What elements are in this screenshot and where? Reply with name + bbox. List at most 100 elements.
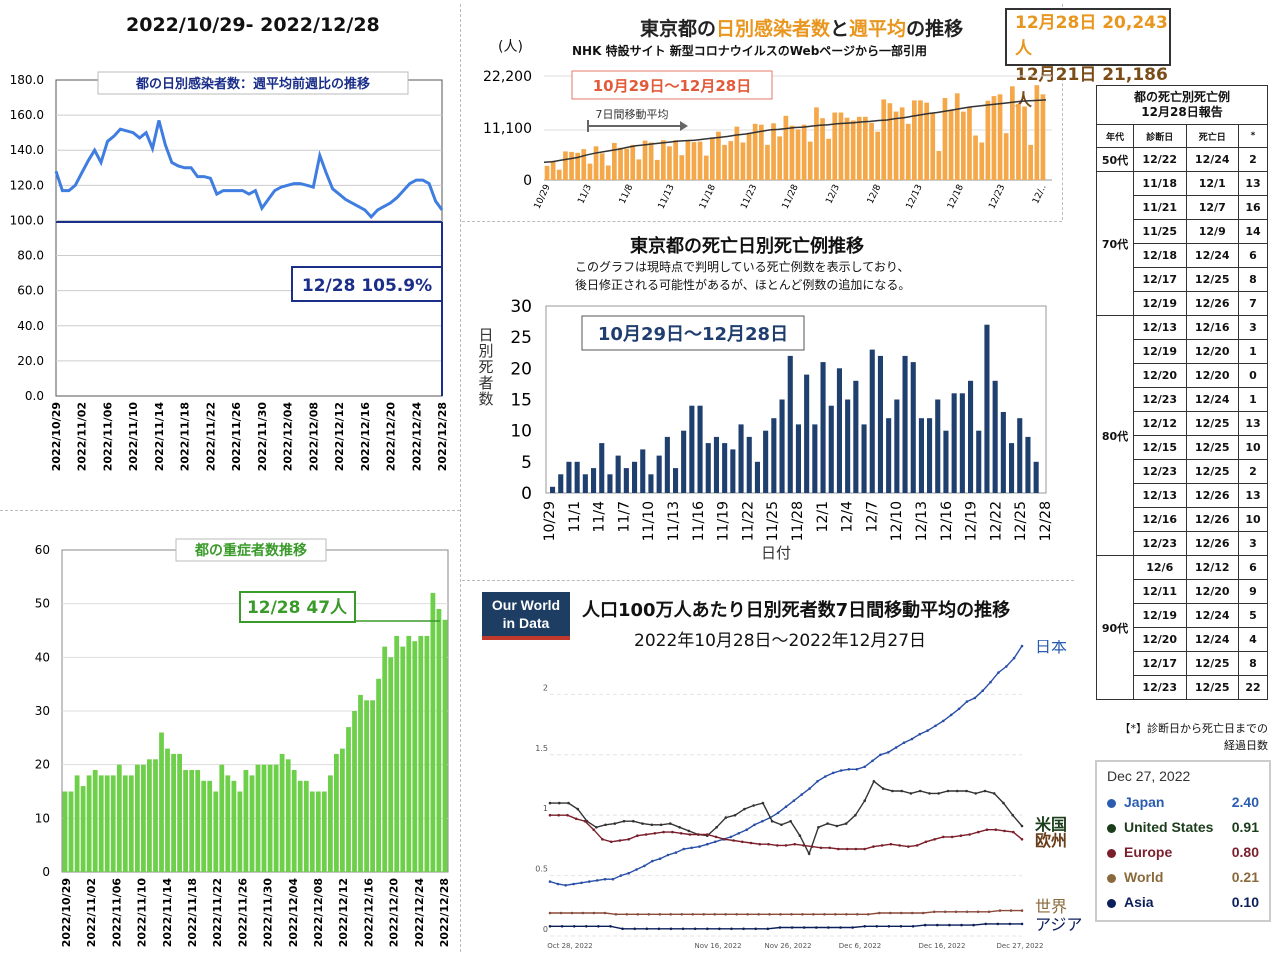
chart2-bar (116, 764, 122, 872)
chart5-point (985, 828, 989, 831)
chart5-point (992, 792, 996, 795)
chart4-bar (861, 424, 867, 493)
chart5-point (714, 835, 718, 839)
chart5-point (965, 700, 969, 703)
chart2-bar (400, 646, 406, 872)
chart2-bar (376, 678, 381, 872)
chart2-bar (92, 770, 98, 872)
chart3-bar (569, 151, 574, 180)
chart5-point (943, 910, 947, 914)
chart2-bar (201, 780, 207, 872)
chart5-point (572, 882, 575, 886)
chart5-point (918, 789, 922, 793)
chart4-bar (853, 380, 859, 493)
table-death-cell: 12/20 (1185, 579, 1239, 604)
chart5-point (887, 925, 891, 928)
chart3-bar (930, 113, 936, 180)
chart5-point (1020, 644, 1024, 648)
chart2-ytick: 30 (35, 704, 50, 718)
table-death-cell: 12/24 (1185, 627, 1239, 652)
chart3-bar (703, 155, 709, 180)
table-diagnosis-cell: 12/17 (1133, 651, 1187, 676)
chart5-point (965, 789, 968, 793)
chart5-point (680, 913, 683, 916)
chart5-point (942, 719, 945, 723)
chart3-xtick: 11/18 (698, 183, 718, 211)
chart5-point (1009, 909, 1013, 912)
chart3-unit: (人) (498, 39, 523, 55)
table-death-cell: 12/25 (1185, 267, 1239, 292)
chart2-bar (177, 753, 182, 872)
chart3-bar (997, 94, 1003, 180)
chart3-bar (893, 111, 899, 180)
table-days-cell: 4 (1238, 627, 1268, 652)
chart5-xtick: Dec 6, 2022 (839, 942, 882, 950)
table-death-cell: 12/26 (1185, 483, 1239, 508)
chart5-point (674, 851, 678, 854)
chart3-bar (826, 138, 831, 180)
chart3-bar (734, 126, 740, 180)
chart4-bar (828, 405, 834, 493)
table-diagnosis-cell: 12/23 (1133, 675, 1187, 700)
chart1-ytick: 40.0 (17, 319, 44, 333)
table-title: 都の死亡別死亡例 12月28日報告 (1096, 85, 1268, 125)
chart5-ytick: 0.5 (535, 865, 548, 874)
table-days-cell: 6 (1238, 555, 1268, 580)
chart5-point (790, 913, 793, 916)
chart2-bar (285, 759, 291, 872)
chart3-period: 10月29日〜12月28日 (593, 77, 752, 95)
chart3-bar (918, 100, 923, 180)
table-diagnosis-cell: 12/19 (1133, 339, 1187, 364)
chart5-ytick: 2 (543, 683, 548, 692)
chart3-bar (697, 141, 703, 180)
chart5-point (627, 838, 630, 841)
chart1-ytick: 80.0 (17, 249, 44, 263)
table-death-cell: 12/16 (1185, 315, 1239, 340)
chart5-ytick: 1.5 (535, 744, 548, 753)
chart3-bar (942, 98, 948, 180)
table-death-cell: 12/20 (1185, 339, 1239, 364)
chart5-point (965, 910, 969, 914)
chart4-bar (697, 405, 703, 493)
chart2-bar (243, 770, 249, 872)
legend-name: Asia (1124, 894, 1154, 910)
chart5-point (983, 789, 987, 793)
vertical-divider-right (1062, 4, 1063, 220)
chart3-daily-cases: 22,200 11,100 0 10/29 11/3 11/8 11/13 11/18 11/… (483, 69, 1052, 211)
chart2-bar (418, 635, 424, 872)
chart4-bar (869, 349, 875, 493)
chart5-point (959, 834, 963, 837)
chart4-bar (1025, 436, 1031, 493)
chart3-bar (875, 131, 880, 180)
chart4-period: 10月29日〜12月28日 (598, 324, 788, 345)
chart5-point (723, 838, 727, 841)
chart4-note2: 後日修正される可能性があるが、ほとんど例数の追加になる。 (575, 278, 911, 292)
chart3-bar (740, 142, 746, 180)
chart5-point (724, 816, 728, 819)
chart3-bar (838, 112, 844, 180)
chart1-xtick: 2022/12/16 (359, 402, 372, 472)
chart3-xtick: 12/23 (987, 183, 1007, 211)
chart4-bar (812, 424, 818, 493)
legend-dot-icon (1107, 823, 1116, 833)
chart5-point (613, 822, 617, 825)
chart2-bar (267, 764, 273, 872)
chart4-xtick: 11/28 (790, 501, 806, 541)
chart5-point (924, 840, 928, 844)
chart3-bar (759, 124, 764, 180)
chart5-point (996, 922, 1000, 926)
chart5-point (603, 911, 607, 915)
chart4-xlabel: 日付 (761, 544, 791, 562)
chart5-point (936, 923, 939, 927)
legend-name: United States (1124, 819, 1214, 835)
chart4-bar (951, 393, 957, 493)
chart5-point (973, 696, 977, 700)
chart3-bar (648, 142, 654, 180)
chart5-point (688, 833, 692, 836)
chart5-point (757, 913, 760, 916)
chart5-point (780, 823, 783, 827)
table-diagnosis-cell: 12/6 (1133, 555, 1187, 580)
chart2-xtick: 2022/12/08 (312, 878, 325, 947)
chart2-xtick: 2022/12/24 (413, 878, 426, 948)
chart3-bar (777, 136, 782, 180)
